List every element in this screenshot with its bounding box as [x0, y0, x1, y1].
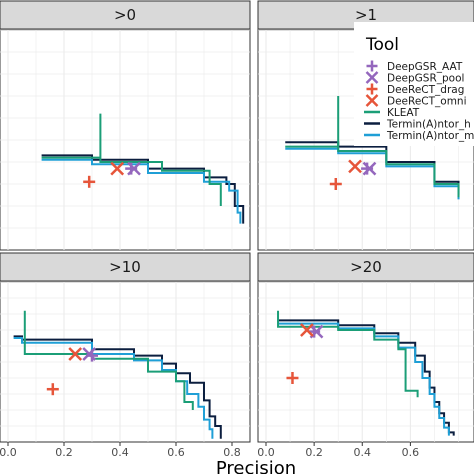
legend-entries: DeepGSR_AATDeepGSR_poolDeeReCT_dragDeeRe…: [364, 60, 474, 142]
point-deerect-drag: [329, 178, 342, 190]
point-deerect-omni: [68, 347, 83, 361]
series-line-kleat: [277, 310, 419, 398]
panel-20: >20 0.0 0.2 0.4 0.6: [257, 252, 474, 459]
x-tick-label: 0.4: [111, 446, 129, 459]
point-deerect-drag: [46, 383, 59, 396]
legend-entry-deerect-drag: DeeReCT_drag: [366, 83, 464, 96]
panel-strip-label: >0: [114, 6, 136, 24]
point-deerect-drag: [83, 175, 96, 188]
legend-background: [354, 22, 474, 146]
point-deerect-drag: [286, 372, 299, 384]
legend-title: Tool: [365, 35, 399, 55]
series-line-kleat: [23, 310, 194, 410]
legend-entry-deepgsr-aat: DeepGSR_AAT: [366, 60, 463, 73]
panel-plot-area: [277, 310, 455, 436]
legend-label: KLEAT: [387, 107, 420, 119]
point-deerect-omni: [300, 323, 314, 337]
panel-plot-area: [13, 310, 222, 439]
point-deerect-omni: [110, 161, 125, 176]
x-tick-label: 0.2: [305, 446, 323, 459]
legend-label: DeeReCT_drag: [387, 84, 464, 96]
point-deerect-omni: [348, 159, 362, 174]
panel-strip: [257, 252, 474, 282]
panel-plot-area: [41, 113, 245, 224]
series-line-termin-a-ntor-m: [41, 158, 242, 224]
x-tick-label: 0.2: [55, 446, 73, 459]
panel-strip: [0, 0, 251, 30]
legend-entry-termin-a-ntor-m: Termin(A)ntor_m: [364, 130, 474, 142]
legend-key-x: [365, 71, 379, 84]
series-line-termin-a-ntor-m: [278, 322, 450, 436]
panel-strip-label: >10: [109, 258, 141, 276]
panel-strip: [0, 252, 251, 282]
panel-10: >10 0.0 0.2 0.4 0.6 0.8: [0, 252, 251, 459]
legend-label: DeepGSR_pool: [387, 73, 464, 85]
legend-label: DeepGSR_AAT: [387, 61, 463, 73]
point-deepgsr-pool: [362, 161, 377, 176]
legend-key-x: [365, 94, 379, 107]
x-tick-label: 0.4: [354, 446, 372, 459]
x-tick-label: 0.6: [167, 446, 185, 459]
point-deepgsr-pool: [82, 347, 97, 361]
legend-entry-termin-a-ntor-h: Termin(A)ntor_h: [364, 119, 471, 131]
legend-entry-deerect-omni: DeeReCT_omni: [365, 94, 467, 108]
legend-label: Termin(A)ntor_h: [386, 119, 471, 131]
x-tick-label: 0.6: [402, 446, 420, 459]
x-axis-label: Precision: [216, 458, 296, 474]
panel-strip-label: >1: [355, 6, 377, 24]
legend: Tool DeepGSR_AATDeepGSR_poolDeeReCT_drag…: [354, 22, 474, 146]
x-tick-label: 0.0: [257, 446, 275, 459]
series-line-kleat: [41, 113, 222, 206]
point-deepgsr-pool: [127, 161, 141, 176]
panel-strip-label: >20: [350, 258, 382, 276]
legend-entry-kleat: KLEAT: [364, 107, 420, 119]
legend-label: Termin(A)ntor_m: [386, 130, 474, 142]
panel-0: >0: [0, 0, 251, 251]
x-tick-label: 0.8: [223, 446, 241, 459]
series-line-kleat: [285, 96, 460, 198]
legend-label: DeeReCT_omni: [387, 96, 467, 108]
legend-entry-deepgsr-pool: DeepGSR_pool: [365, 71, 464, 85]
x-tick-label: 0.0: [0, 446, 17, 459]
panel-plot-area: [285, 96, 460, 200]
